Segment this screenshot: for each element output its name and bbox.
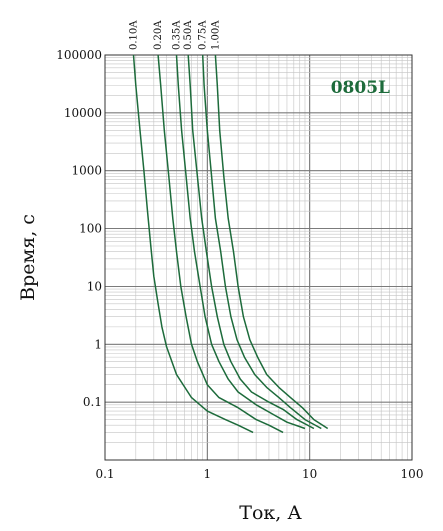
series-lines — [132, 54, 329, 434]
x-tick-label: 10 — [302, 467, 317, 481]
model-label: 0805L — [331, 78, 390, 98]
y-tick-label: 100 — [79, 222, 102, 236]
y-tick-labels: 100000 10000 1000 100 10 1 0.1 — [56, 48, 102, 409]
y-tick-label: 10 — [87, 279, 102, 293]
series-label: 0.20A — [153, 20, 164, 50]
series-line — [157, 54, 284, 434]
series-line — [201, 54, 322, 430]
x-tick-label: 1 — [204, 467, 212, 481]
x-tick-label: 100 — [401, 467, 424, 481]
y-axis-title: Время, с — [17, 214, 39, 301]
series-line — [132, 54, 254, 434]
series-label: 0.35A — [172, 20, 183, 50]
y-tick-label: 1 — [94, 337, 102, 351]
series-label: 0.10A — [129, 20, 140, 50]
x-axis-title: Ток, А — [239, 502, 302, 524]
plot-frame — [104, 54, 413, 461]
series-label: 1.00A — [210, 20, 221, 50]
series-line — [175, 54, 306, 430]
series-label: 0.50A — [183, 20, 194, 50]
x-tick-label: 0.1 — [95, 467, 114, 481]
y-tick-label: 100000 — [56, 48, 102, 62]
y-tick-label: 1000 — [71, 164, 102, 178]
x-tick-labels: 0.1 1 10 100 — [95, 467, 423, 481]
y-tick-label: 0.1 — [83, 395, 102, 409]
grid — [104, 54, 413, 461]
series-labels: 0.10A 0.20A 0.35A 0.50A 0.75A 1.00A — [129, 20, 222, 50]
y-tick-label: 10000 — [64, 106, 102, 120]
series-line — [187, 54, 315, 430]
series-line — [214, 54, 329, 430]
series-label: 0.75A — [198, 20, 209, 50]
